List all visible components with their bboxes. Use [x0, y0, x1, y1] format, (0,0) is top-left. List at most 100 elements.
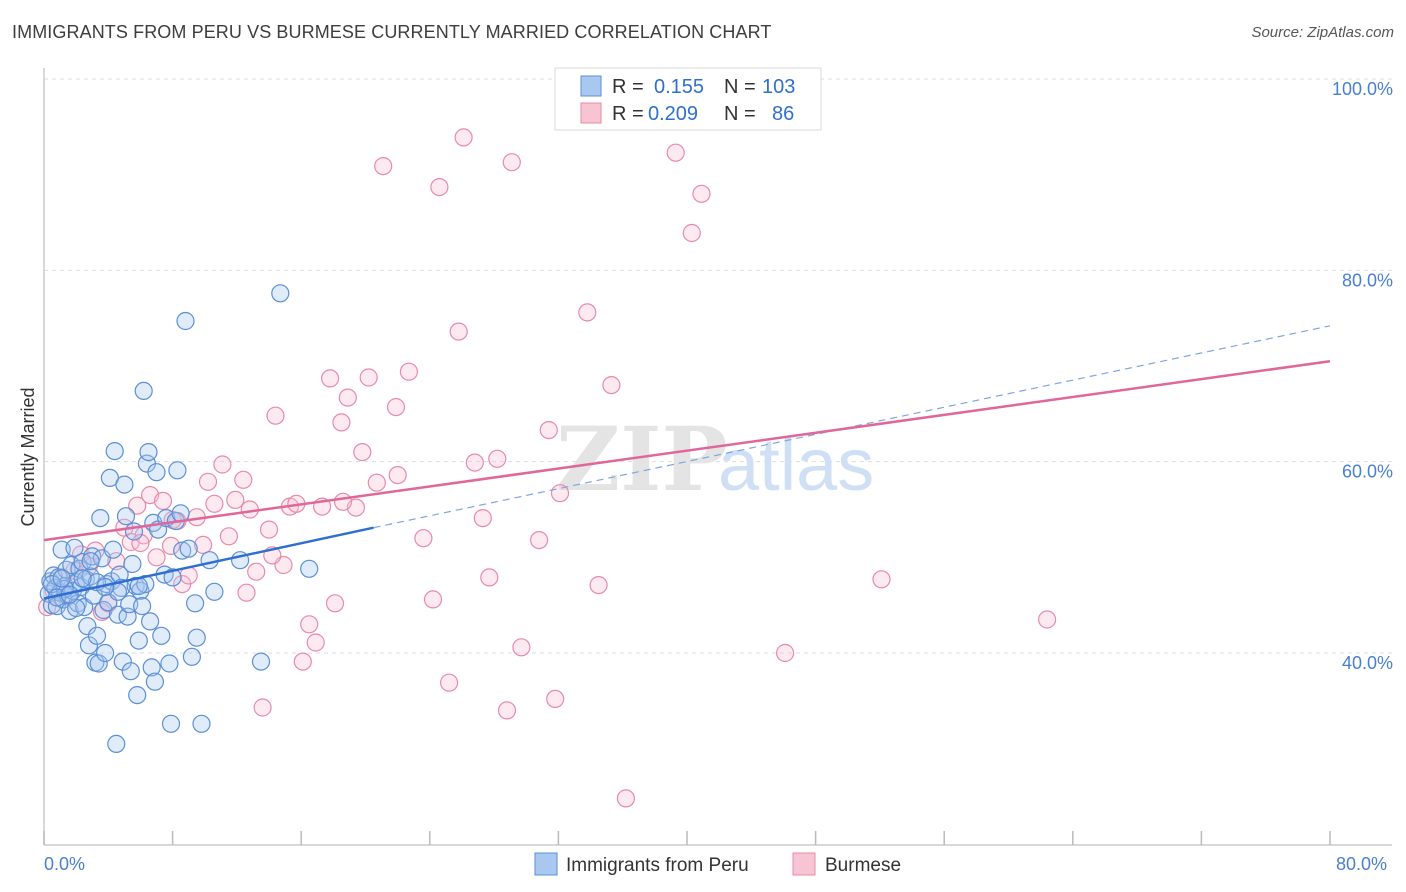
y-tick-label-80: 80.0% — [1342, 270, 1393, 290]
burmese-point — [616, 789, 636, 808]
burmese-point — [338, 388, 357, 407]
burmese-point — [465, 453, 484, 472]
burmese-point — [237, 583, 256, 602]
peru-point — [160, 654, 179, 673]
stats-legend: R = 0.155 N = 103 R = 0.209 N = 86 — [554, 67, 822, 131]
burmese-point — [332, 413, 351, 432]
y-axis-label: Currently Married — [18, 387, 38, 526]
peru-point — [142, 658, 161, 677]
burmese-point — [529, 530, 549, 550]
burmese-point — [374, 157, 393, 176]
burmese-point — [430, 178, 449, 197]
burmese-point — [423, 590, 443, 609]
peru-point — [163, 568, 182, 587]
peru-point — [161, 714, 181, 733]
burmese-point — [497, 701, 517, 720]
peru-point — [129, 631, 148, 650]
burmese-point — [502, 153, 521, 172]
watermark-zip: ZIP — [556, 407, 728, 511]
y-tick-label-60: 60.0% — [1342, 462, 1393, 482]
burmese-point — [602, 376, 621, 395]
legend-swatch-peru — [580, 75, 602, 97]
burmese-point — [198, 472, 218, 491]
burmese-point — [682, 223, 701, 243]
burmese-point — [480, 568, 499, 587]
burmese-point — [454, 128, 473, 147]
peru-point — [141, 612, 160, 631]
burmese-point — [367, 473, 386, 492]
peru-point — [134, 381, 153, 400]
peru-point — [205, 582, 224, 601]
watermark-atlas: atlas — [718, 423, 874, 506]
burmese-point — [147, 548, 166, 567]
y-tick-label-100: 100.0% — [1332, 79, 1393, 99]
peru-point — [52, 569, 71, 588]
legend-r-value-peru: 0.155 — [654, 76, 704, 98]
burmese-point — [440, 673, 459, 692]
chart-title: IMMIGRANTS FROM PERU VS BURMESE CURRENTL… — [12, 22, 772, 42]
peru-point — [91, 508, 110, 528]
x-tick-label-min: 0.0% — [44, 854, 85, 874]
burmese-point — [205, 494, 224, 513]
burmese-point — [325, 594, 345, 613]
peru-point — [78, 617, 97, 636]
burmese-point — [388, 466, 407, 485]
burmese-point — [293, 652, 312, 671]
burmese-point — [359, 368, 378, 387]
y-tick-label-40: 40.0% — [1342, 653, 1393, 673]
peru-point — [192, 714, 211, 733]
source-label: Source: ZipAtlas.com — [1251, 24, 1394, 41]
legend-n-label-peru: N = — [724, 76, 756, 98]
burmese-point — [539, 421, 558, 440]
peru-point — [133, 596, 152, 616]
peru-trend-line — [43, 526, 374, 600]
y-tick-labels: 40.0% 60.0% 80.0% 100.0% — [1332, 79, 1393, 673]
peru-point — [95, 643, 115, 663]
bottom-legend-label-burmese: Burmese — [825, 855, 901, 876]
burmese-series — [38, 128, 1057, 808]
peru-point — [176, 311, 195, 331]
burmese-point — [226, 490, 245, 509]
legend-r-value-burmese: 0.209 — [648, 103, 698, 125]
peru-point — [187, 628, 206, 647]
peru-point — [81, 552, 100, 571]
peru-point — [179, 539, 198, 558]
burmese-point — [449, 322, 468, 341]
peru-point — [168, 461, 187, 480]
burmese-point — [578, 303, 597, 322]
peru-point — [123, 554, 142, 574]
burmese-point — [473, 508, 492, 528]
burmese-point — [213, 455, 232, 474]
burmese-point — [234, 470, 253, 489]
peru-series — [39, 284, 319, 754]
burmese-point — [386, 398, 406, 417]
burmese-point — [253, 698, 272, 717]
peru-point — [271, 284, 290, 303]
peru-point — [42, 574, 62, 594]
peru-point — [128, 685, 147, 705]
burmese-point — [872, 570, 891, 589]
peru-point — [103, 540, 123, 559]
burmese-point — [692, 184, 711, 203]
burmese-point — [546, 689, 565, 709]
burmese-point — [247, 562, 266, 581]
peru-point — [251, 652, 271, 671]
burmese-point — [131, 533, 150, 553]
bottom-legend: Immigrants from Peru Burmese — [534, 852, 901, 876]
burmese-point — [353, 443, 372, 462]
burmese-point — [300, 615, 319, 634]
burmese-point — [161, 536, 181, 556]
burmese-point — [488, 449, 507, 468]
peru-point — [300, 559, 319, 578]
peru-point — [173, 541, 192, 560]
peru-point — [115, 475, 134, 494]
peru-point — [107, 734, 126, 754]
burmese-point — [666, 143, 685, 162]
x-tick-label-max: 80.0% — [1336, 854, 1387, 874]
peru-point — [65, 538, 84, 557]
legend-n-value-peru: 103 — [762, 76, 795, 98]
burmese-point — [259, 520, 279, 539]
peru-point — [73, 569, 92, 588]
peru-trend-extension — [373, 325, 1331, 529]
